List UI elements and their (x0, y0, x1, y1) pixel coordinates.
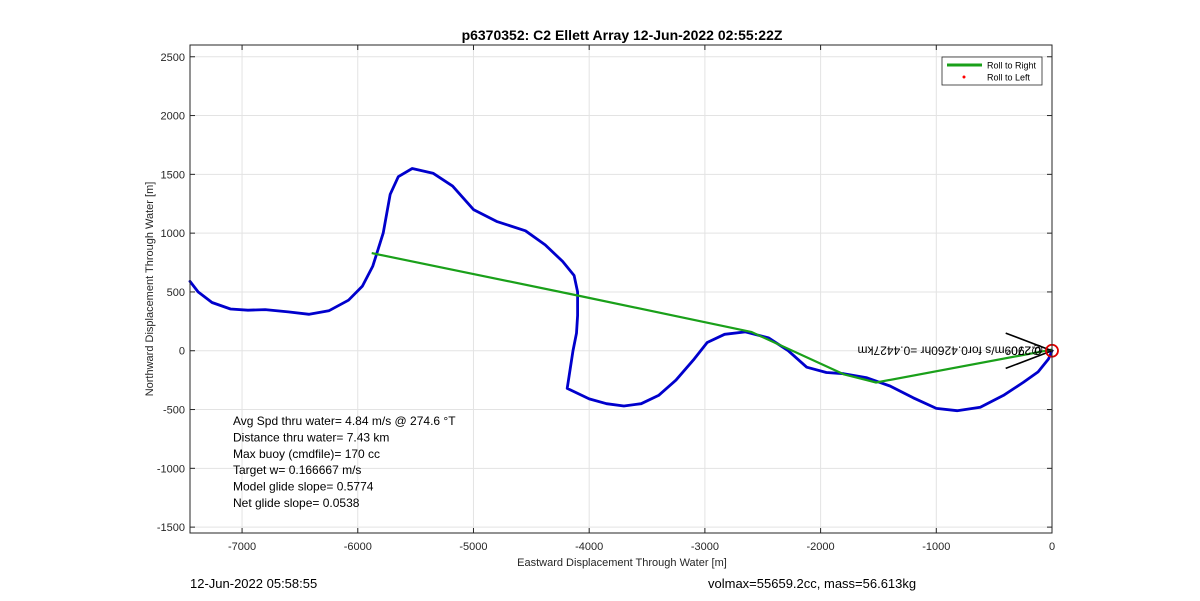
footer-volmax: volmax=55659.2cc, mass=56.613kg (708, 576, 917, 591)
x-tick-label: -5000 (459, 541, 487, 553)
axis-ticks: -7000 -6000 -5000 -4000 -3000 -2000 -1000 0-150… (157, 45, 1055, 553)
y-tick-label: 2500 (161, 52, 185, 64)
roll-to-right-line (371, 252, 1053, 384)
legend-label-roll-left: Roll to Left (987, 73, 1031, 83)
y-tick-label: 1500 (161, 169, 185, 181)
trajectory-line (188, 167, 1054, 413)
x-tick-label: 0 (1049, 541, 1055, 553)
stats-line: Max buoy (cmdfile)= 170 cc (233, 447, 380, 461)
stats-line: Net glide slope= 0.0538 (233, 496, 360, 510)
x-tick-label: -6000 (344, 541, 372, 553)
x-tick-label: -4000 (575, 541, 603, 553)
y-axis-label: Northward Displacement Through Water [m] (144, 182, 156, 397)
stats-line: Target w= 0.166667 m/s (233, 463, 361, 477)
legend: Roll to Right Roll to Left (941, 56, 1043, 86)
stats-line: Distance thru water= 7.43 km (233, 430, 389, 444)
plot-frame (189, 44, 1053, 534)
footer-date: 12-Jun-2022 05:58:55 (190, 576, 318, 591)
y-tick-label: 2000 (161, 111, 185, 123)
x-axis-label: Eastward Displacement Through Water [m] (517, 557, 727, 569)
y-tick-label: 1000 (161, 228, 185, 240)
x-tick-label: -3000 (691, 541, 719, 553)
x-tick-label: -7000 (228, 541, 256, 553)
y-tick-label: -500 (163, 405, 185, 417)
current-annotation: 0.2909m/s for0.4260hr =0.4427km (857, 344, 1041, 358)
plot-area (190, 45, 1052, 533)
current-annotation-overlap: @270° (1006, 344, 1043, 358)
stats-line: Avg Spd thru water= 4.84 m/s @ 274.6 °T (233, 414, 456, 428)
legend-label-roll-right: Roll to Right (987, 61, 1037, 71)
y-tick-label: -1500 (157, 522, 185, 534)
x-tick-label: -2000 (807, 541, 835, 553)
x-tick-label: -1000 (922, 541, 950, 553)
legend-box (941, 56, 1043, 86)
series-layer: 0.2909m/s for0.4260hr =0.4427km@270° (188, 167, 1059, 413)
y-tick-label: -1000 (157, 463, 185, 475)
chart-title: p6370352: C2 Ellett Array 12-Jun-2022 02… (462, 27, 783, 43)
stats-text-block: Avg Spd thru water= 4.84 m/s @ 274.6 °T D… (233, 414, 456, 510)
stats-line: Model glide slope= 0.5774 (233, 480, 374, 494)
legend-point-swatch (962, 75, 966, 79)
y-tick-label: 0 (179, 346, 185, 358)
y-tick-label: 500 (167, 287, 185, 299)
